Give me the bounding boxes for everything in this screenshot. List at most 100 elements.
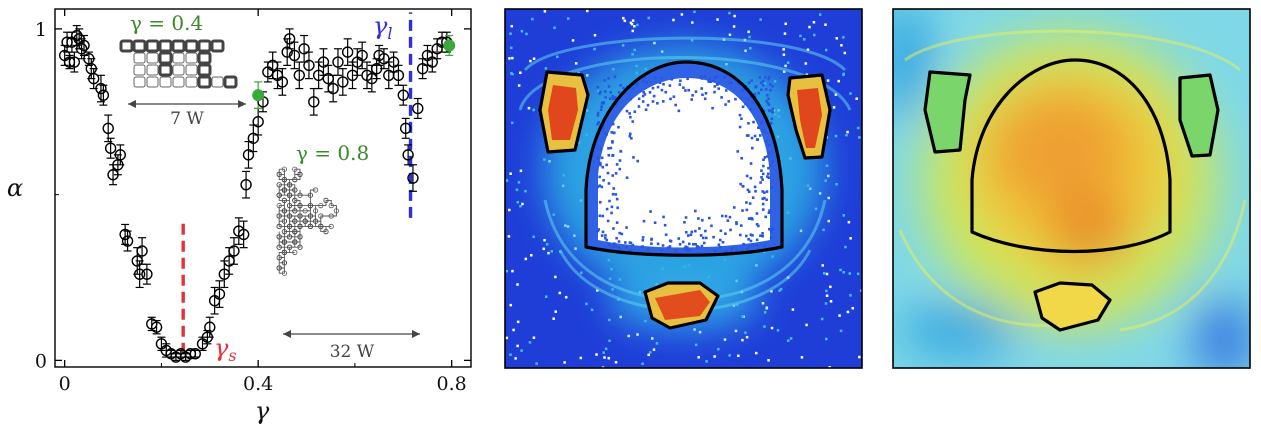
dome-speckle-dot: [629, 115, 632, 119]
dome-speckle-dot: [727, 100, 731, 103]
data-point: [204, 321, 216, 333]
speckle: [509, 172, 512, 175]
speckle: [532, 108, 535, 112]
speckle: [602, 351, 605, 354]
speckle: [614, 360, 618, 364]
dome-speckle-dot: [749, 233, 753, 237]
lattice-cell: [172, 52, 185, 64]
dome-speckle-dot: [740, 156, 743, 160]
data-point: [87, 72, 100, 85]
dome-speckle-dot: [747, 81, 751, 85]
dome-speckle-dot: [607, 85, 611, 88]
lattice-cell: [197, 63, 212, 77]
speckle: [827, 196, 830, 200]
y-tick-label: 0: [35, 350, 47, 372]
speckle: [519, 205, 522, 208]
dome-speckle-dot: [769, 236, 773, 240]
data-point: [416, 62, 429, 75]
dome-speckle-dot: [646, 247, 650, 251]
dome-speckle-dot: [600, 185, 604, 189]
data-point: [252, 116, 264, 128]
dome-speckle-dot: [599, 163, 602, 167]
dome-speckle-dot: [611, 174, 615, 177]
dome-speckle-dot: [716, 81, 720, 85]
dome-speckle-dot: [771, 160, 774, 164]
dome-speckle-dot: [760, 88, 763, 92]
dome-speckle-dot: [684, 245, 688, 249]
speckle: [824, 302, 828, 305]
dome-speckle-dot: [701, 93, 704, 97]
dome-speckle-dot: [724, 249, 728, 253]
speckle: [521, 202, 524, 206]
dome-speckle-dot: [724, 214, 728, 218]
lattice-cell: [184, 39, 199, 53]
lattice-cell: [145, 39, 160, 53]
dome-speckle-dot: [603, 79, 606, 82]
dome-speckle-dot: [747, 122, 750, 125]
inset-walk-0.8: [276, 166, 339, 276]
dome-speckle-dot: [629, 241, 633, 245]
data-point: [63, 56, 76, 68]
dome-speckle-dot: [768, 83, 772, 86]
bottom-island-contour-2: [1033, 281, 1112, 332]
dome-speckle-dot: [636, 159, 640, 163]
speckle: [799, 34, 802, 38]
speckle: [734, 329, 738, 333]
speckle: [839, 268, 842, 272]
speckle: [806, 48, 810, 52]
dome-speckle-dot: [763, 191, 766, 194]
data-point: [95, 82, 107, 95]
left-island-contour: [538, 70, 590, 154]
speckle: [804, 62, 808, 65]
speckle: [825, 272, 829, 276]
dome-speckle-dot: [717, 87, 721, 90]
dome-speckle-dot: [704, 91, 708, 95]
dome-speckle-dot: [698, 227, 701, 230]
dome-speckle-dot: [740, 117, 743, 121]
dome-speckle-dot: [596, 114, 600, 117]
dome-speckle-dot: [742, 242, 745, 246]
speckle: [550, 250, 554, 253]
dome-speckle-dot: [661, 100, 665, 103]
inset-scale-7w: [128, 100, 246, 108]
speckle: [808, 25, 811, 29]
dome-speckle-dot: [740, 249, 744, 253]
speckle: [791, 308, 795, 311]
data-point: [387, 56, 400, 68]
dome-speckle-dot: [611, 140, 614, 143]
dome-speckle-dot: [619, 149, 623, 153]
lattice-cell: [133, 76, 146, 88]
dome-speckle-dot: [611, 192, 615, 196]
dome-speckle-dot: [604, 132, 607, 135]
lattice-cell: [133, 52, 146, 64]
dome-speckle-dot: [628, 112, 631, 115]
speckle: [842, 271, 845, 274]
data-point: [276, 76, 289, 88]
dome-speckle-dot: [699, 234, 703, 237]
data-point: [119, 228, 131, 241]
data-point: [213, 288, 226, 300]
speckle: [511, 56, 514, 60]
dome-speckle-dot: [615, 197, 619, 201]
dome-speckle-dot: [739, 96, 743, 100]
dome-speckle-dot: [769, 121, 773, 125]
dome-speckle-dot: [759, 122, 763, 125]
dome-speckle-dot: [649, 210, 652, 213]
speckle: [516, 283, 519, 286]
data-point: [356, 49, 368, 62]
dome-speckle-dot: [745, 201, 748, 204]
speckle: [825, 164, 829, 167]
speckle: [647, 16, 651, 20]
dome-speckle-dot: [709, 80, 712, 84]
inset-label-0.8: γ = 0.8: [296, 141, 369, 165]
dome-speckle-dot: [762, 128, 766, 132]
dome-speckle-dot: [751, 196, 755, 199]
dome-speckle-dot: [662, 215, 665, 219]
dome-speckle-dot: [755, 222, 759, 226]
dome-speckle-dot: [713, 249, 717, 253]
dome-speckle-dot: [674, 249, 678, 253]
speckle: [655, 342, 659, 345]
dome-speckle-dot: [613, 242, 616, 245]
dome-speckle-dot: [605, 132, 609, 136]
dome-speckle-dot: [677, 109, 681, 113]
